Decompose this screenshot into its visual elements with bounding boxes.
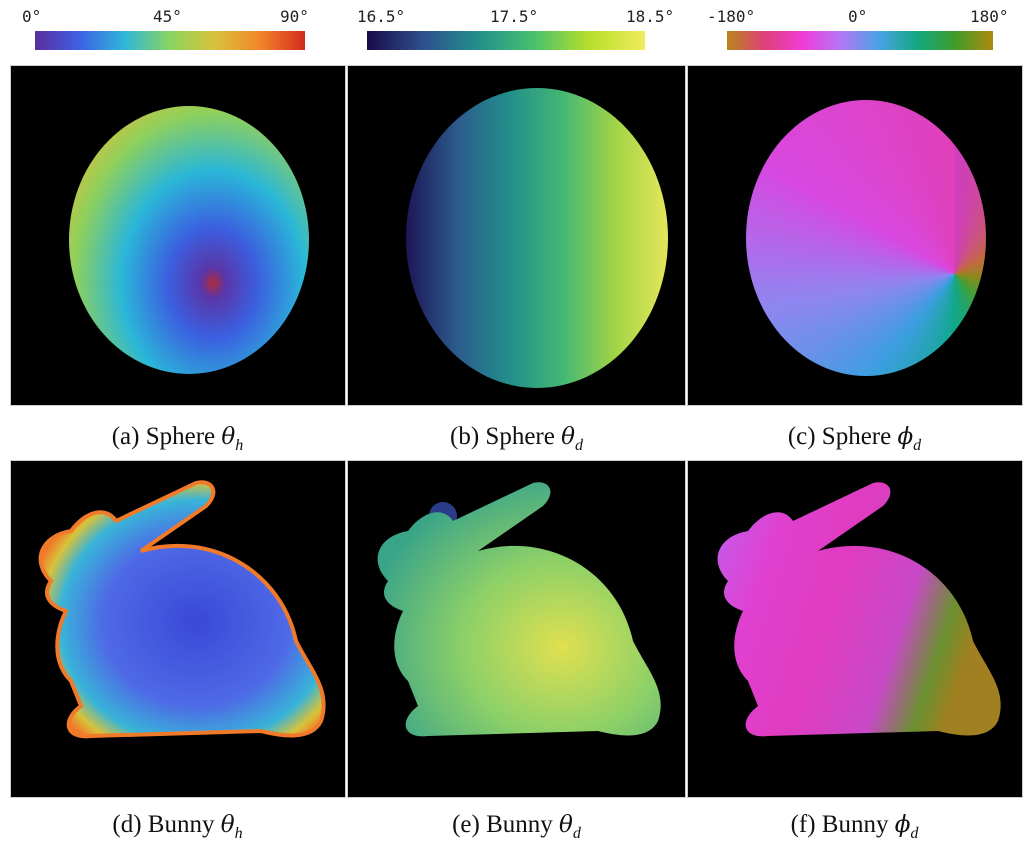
image-panel: [10, 65, 346, 406]
caption-part: θ: [221, 812, 235, 838]
caption-part: (f) Bunny: [791, 811, 889, 838]
caption-part: θ: [559, 812, 573, 838]
sphere-image: [69, 106, 309, 374]
caption-part: d: [573, 825, 581, 842]
tick-label: 0°: [848, 7, 867, 26]
caption-part: ϕ: [897, 424, 913, 450]
caption-part: (d) Bunny: [112, 811, 214, 838]
caption-part: (a) Sphere: [112, 423, 215, 450]
image-panel: [10, 460, 346, 798]
caption-part: (b) Sphere: [450, 423, 555, 450]
colorbar: [727, 31, 993, 50]
caption-part: ϕ: [895, 812, 911, 838]
caption-part: (e) Bunny: [452, 811, 553, 838]
tick-label: 180°: [970, 7, 1009, 26]
caption-part: h: [235, 437, 243, 454]
tick-label: 90°: [280, 7, 309, 26]
tick-label: 18.5°: [626, 7, 674, 26]
colorbar: [35, 31, 305, 50]
caption: (c) Sphere ϕd: [687, 423, 1022, 455]
caption-part: d: [910, 825, 918, 842]
caption-part: h: [235, 825, 243, 842]
caption: (b) Sphere θd: [349, 423, 684, 455]
image-panel: [347, 460, 686, 798]
caption: (a) Sphere θh: [10, 423, 345, 455]
bunny-image: [688, 461, 1023, 798]
caption-part: d: [913, 437, 921, 454]
bunny-image: [348, 461, 686, 798]
tick-label: 17.5°: [490, 7, 538, 26]
tick-label: 45°: [153, 7, 182, 26]
figure: 0° 45° 90° 16.5° 17.5° 18.5° -180° 0° 18…: [0, 0, 1027, 853]
sphere-image: [406, 88, 668, 388]
tick-label: 16.5°: [357, 7, 405, 26]
caption: (e) Bunny θd: [349, 811, 684, 843]
image-panel: [687, 460, 1023, 798]
image-panel: [347, 65, 686, 406]
tick-label: -180°: [707, 7, 755, 26]
bunny-image: [11, 461, 346, 798]
colorbar: [367, 31, 645, 50]
caption-part: θ: [561, 424, 575, 450]
caption: (f) Bunny ϕd: [687, 811, 1022, 843]
caption-part: θ: [221, 424, 235, 450]
image-panel: [687, 65, 1023, 406]
caption-part: d: [575, 437, 583, 454]
caption-part: (c) Sphere: [788, 423, 891, 450]
caption: (d) Bunny θh: [10, 811, 345, 843]
tick-label: 0°: [22, 7, 41, 26]
sphere-image: [746, 100, 986, 376]
